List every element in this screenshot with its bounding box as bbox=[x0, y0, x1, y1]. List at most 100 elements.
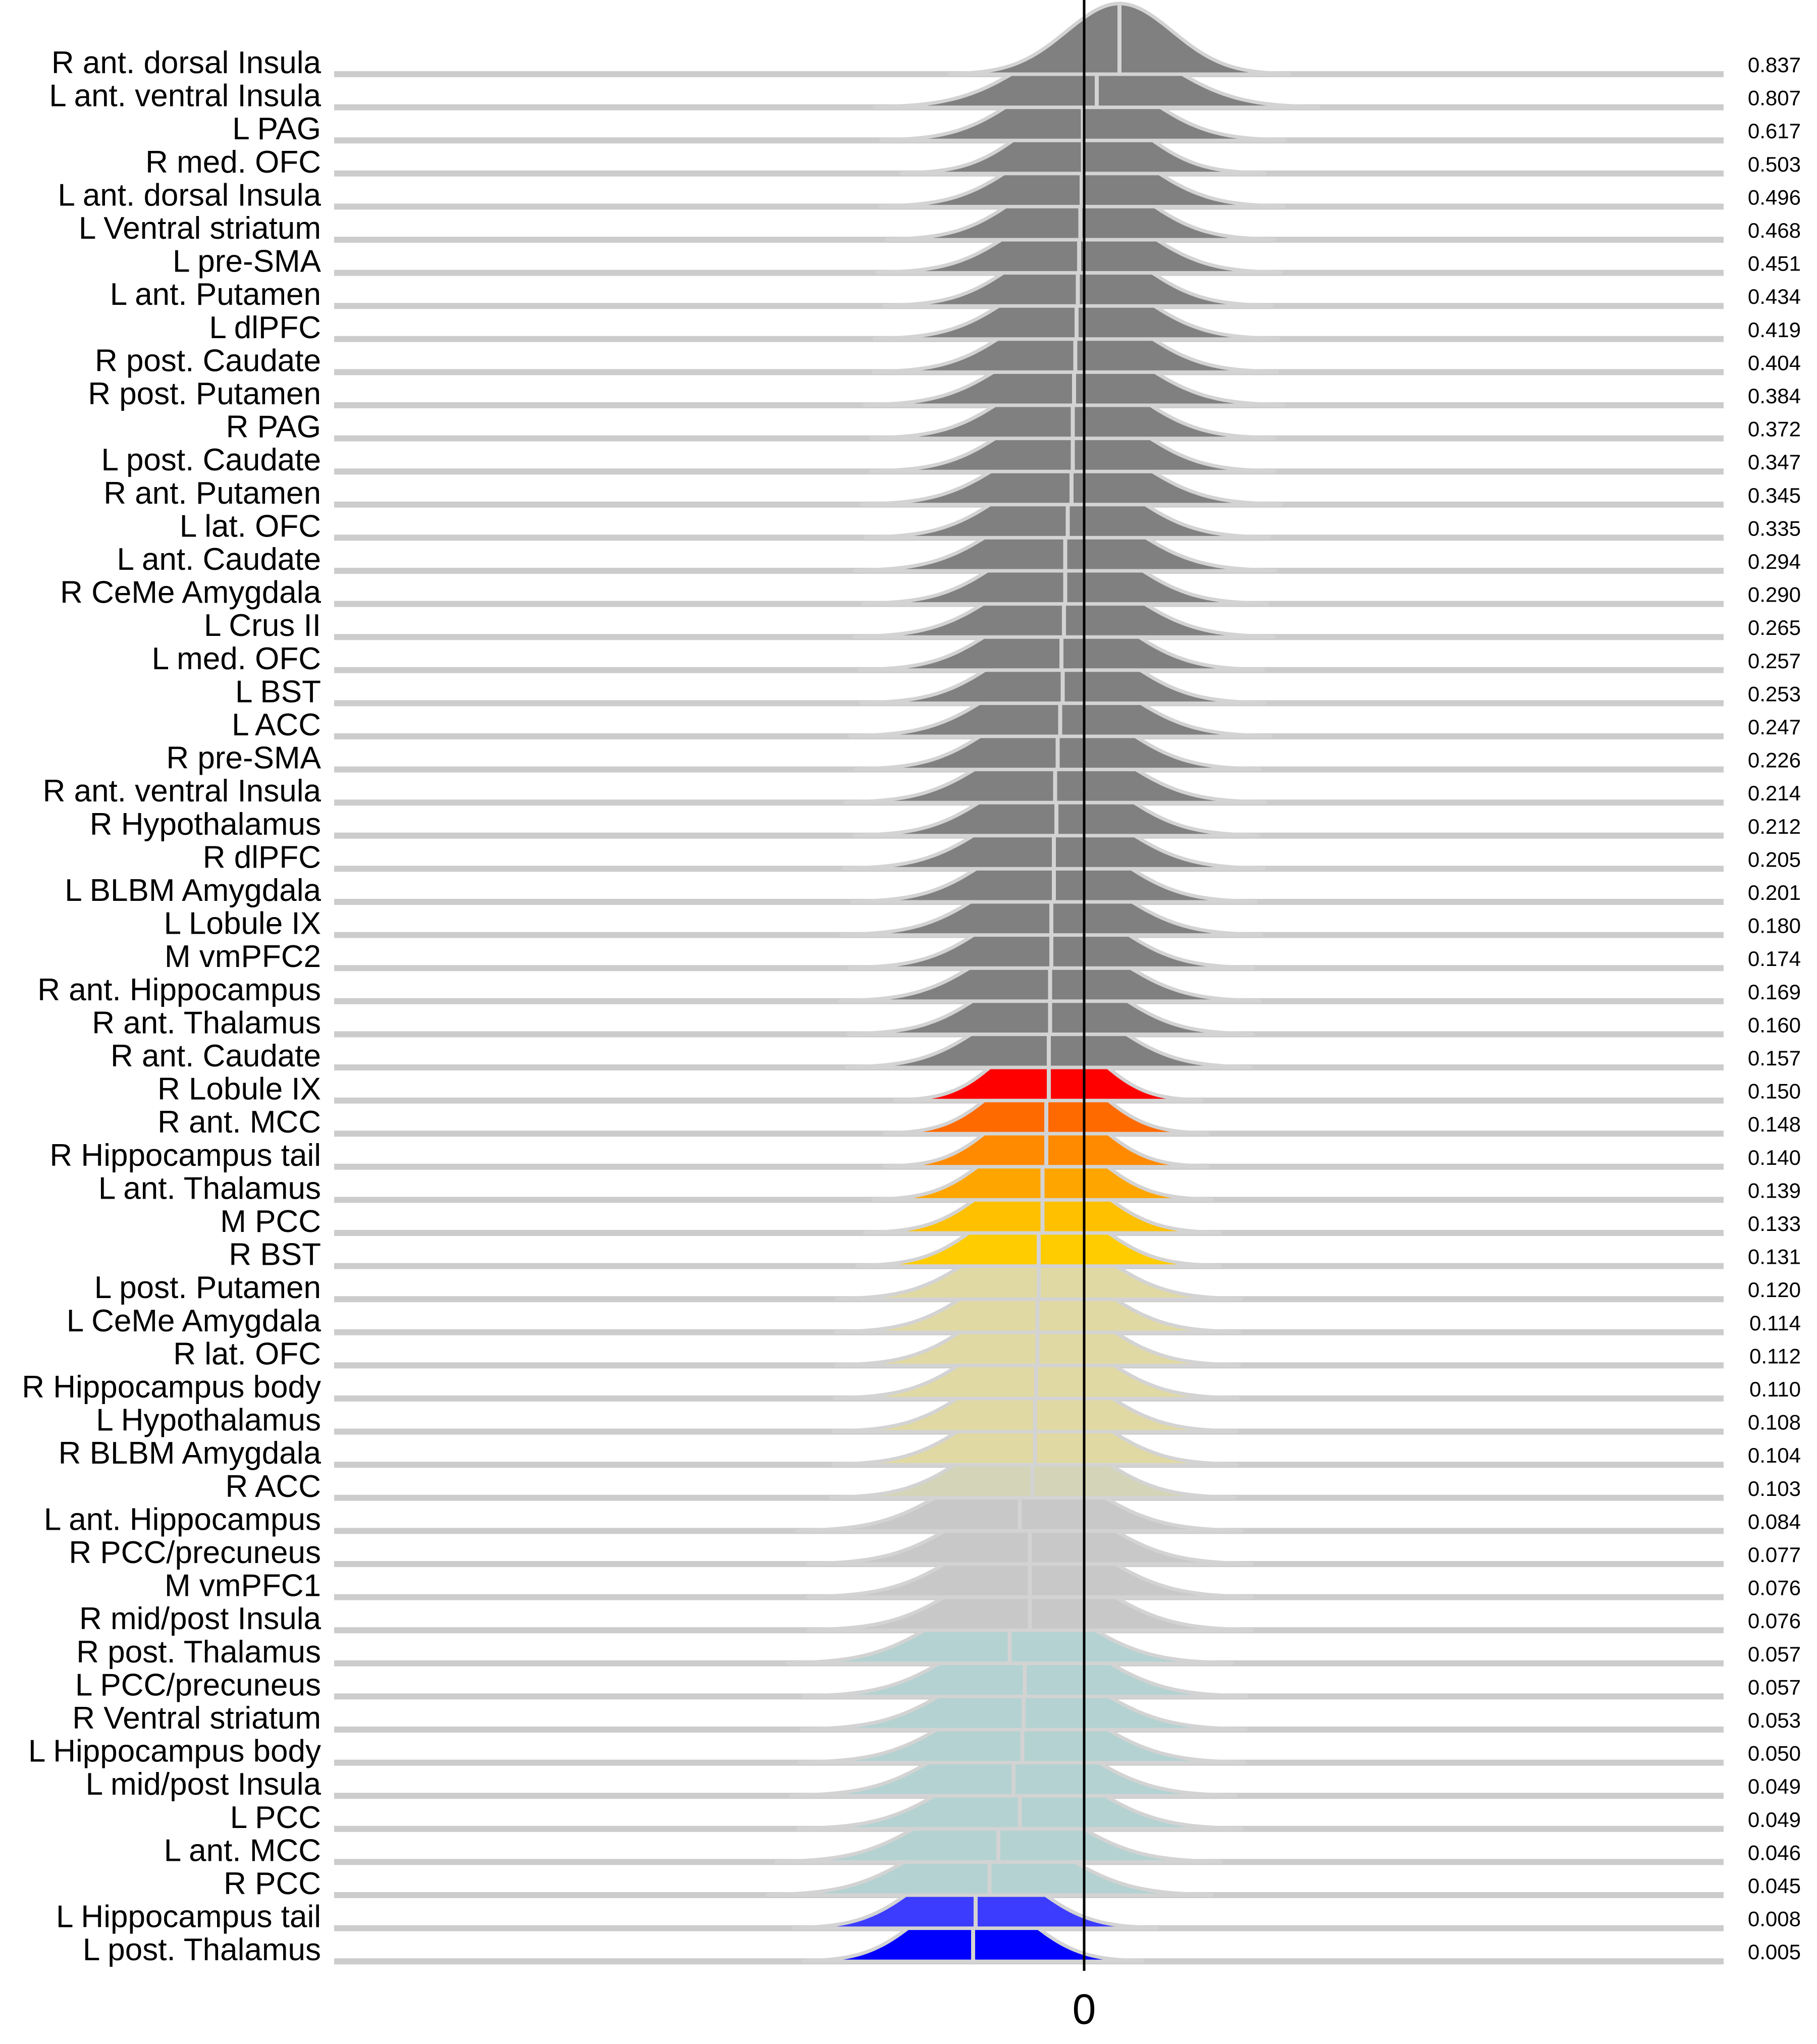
region-label: L ACC bbox=[232, 708, 321, 742]
region-label: R Hippocampus body bbox=[22, 1370, 321, 1405]
value-label: 0.434 bbox=[1748, 285, 1801, 308]
value-label: 0.174 bbox=[1748, 947, 1801, 971]
value-label: 0.257 bbox=[1748, 649, 1801, 673]
region-label: R ant. Putamen bbox=[103, 476, 321, 511]
value-label: 0.404 bbox=[1748, 351, 1801, 374]
value-label: 0.139 bbox=[1748, 1178, 1801, 1202]
region-label: R mid/post Insula bbox=[79, 1601, 322, 1636]
value-label: 0.053 bbox=[1748, 1708, 1801, 1732]
region-label: R ant. MCC bbox=[157, 1105, 321, 1140]
value-label: 0.617 bbox=[1748, 119, 1801, 143]
value-label: 0.108 bbox=[1748, 1411, 1801, 1434]
value-label: 0.345 bbox=[1748, 483, 1801, 507]
value-label: 0.468 bbox=[1748, 219, 1801, 242]
value-label: 0.157 bbox=[1748, 1046, 1801, 1070]
region-label: R ant. Thalamus bbox=[92, 1005, 321, 1040]
value-label: 0.112 bbox=[1749, 1344, 1801, 1368]
region-label: L BST bbox=[235, 674, 321, 709]
region-label: R dlPFC bbox=[203, 840, 321, 875]
region-label: R CeMe Amygdala bbox=[60, 575, 321, 610]
region-label: L dlPFC bbox=[209, 310, 321, 345]
value-label: 0.120 bbox=[1748, 1278, 1801, 1302]
region-label: R post. Caudate bbox=[95, 343, 321, 378]
region-label: L PAG bbox=[232, 112, 321, 146]
region-label: L mid/post Insula bbox=[86, 1767, 322, 1802]
region-label: L ant. dorsal Insula bbox=[58, 178, 321, 212]
value-label: 0.140 bbox=[1748, 1146, 1801, 1169]
region-label: L post. Caudate bbox=[101, 443, 321, 477]
value-label: 0.290 bbox=[1748, 583, 1801, 607]
value-label: 0.077 bbox=[1748, 1543, 1801, 1567]
region-label: L PCC bbox=[230, 1800, 321, 1835]
value-label: 0.226 bbox=[1748, 748, 1801, 772]
value-label: 0.347 bbox=[1748, 450, 1801, 474]
value-label: 0.046 bbox=[1748, 1841, 1801, 1864]
region-label: R lat. OFC bbox=[173, 1336, 321, 1371]
value-label: 0.131 bbox=[1748, 1245, 1801, 1269]
value-label: 0.133 bbox=[1748, 1212, 1801, 1235]
region-label: L post. Putamen bbox=[94, 1270, 321, 1305]
value-label: 0.212 bbox=[1748, 815, 1801, 838]
value-label-group: 0.837 0.807 0.617 0.503 0.496 0.468 0.451 0.434… bbox=[1748, 53, 1801, 1964]
region-label: L med. OFC bbox=[152, 641, 321, 676]
region-label: L Hippocampus tail bbox=[56, 1900, 321, 1934]
value-label: 0.503 bbox=[1748, 152, 1801, 176]
value-label: 0.049 bbox=[1748, 1808, 1801, 1832]
value-label: 0.294 bbox=[1748, 550, 1801, 573]
value-label: 0.148 bbox=[1748, 1112, 1801, 1136]
region-label: R PAG bbox=[226, 410, 321, 445]
region-label: L Hippocampus body bbox=[28, 1734, 321, 1769]
region-label: R BLBM Amygdala bbox=[59, 1436, 322, 1471]
region-label: L post. Thalamus bbox=[83, 1932, 321, 1967]
value-label: 0.008 bbox=[1748, 1907, 1801, 1931]
value-label: 0.384 bbox=[1748, 384, 1801, 408]
region-label: R Ventral striatum bbox=[72, 1701, 321, 1736]
region-label: R ACC bbox=[226, 1469, 321, 1504]
region-label: L Ventral striatum bbox=[79, 211, 321, 246]
region-label: M PCC bbox=[220, 1204, 321, 1239]
region-label: R ant. Hippocampus bbox=[37, 973, 321, 1007]
value-label: 0.253 bbox=[1748, 682, 1801, 706]
value-label: 0.496 bbox=[1748, 185, 1801, 209]
region-label: R PCC/precuneus bbox=[69, 1535, 321, 1570]
region-label: L ant. MCC bbox=[164, 1833, 321, 1868]
value-label: 0.372 bbox=[1748, 417, 1801, 441]
value-label: 0.076 bbox=[1748, 1576, 1801, 1600]
value-label: 0.057 bbox=[1748, 1675, 1801, 1699]
value-label: 0.104 bbox=[1748, 1443, 1801, 1467]
value-label: 0.103 bbox=[1748, 1477, 1801, 1500]
value-label: 0.265 bbox=[1748, 616, 1801, 639]
region-label: M vmPFC2 bbox=[165, 939, 321, 974]
value-label: 0.205 bbox=[1748, 847, 1801, 871]
region-label: L ant. ventral Insula bbox=[49, 79, 321, 114]
region-label: R ant. ventral Insula bbox=[43, 774, 322, 809]
region-label: L Lobule IX bbox=[164, 906, 321, 941]
value-label: 0.247 bbox=[1748, 715, 1801, 739]
value-label: 0.150 bbox=[1748, 1080, 1801, 1103]
region-label: R Lobule IX bbox=[157, 1072, 321, 1107]
region-label: R ant. dorsal Insula bbox=[51, 45, 322, 80]
value-label: 0.419 bbox=[1748, 318, 1801, 342]
value-label: 0.837 bbox=[1748, 53, 1801, 77]
region-label: R med. OFC bbox=[145, 145, 321, 180]
value-label: 0.807 bbox=[1748, 86, 1801, 110]
region-label: L pre-SMA bbox=[173, 244, 322, 279]
density-ridge-group bbox=[766, 2, 1321, 1963]
region-label: R Hippocampus tail bbox=[49, 1138, 321, 1173]
value-label: 0.045 bbox=[1748, 1874, 1801, 1898]
value-label: 0.005 bbox=[1748, 1940, 1801, 1964]
region-label: R post. Thalamus bbox=[76, 1635, 321, 1670]
value-label: 0.049 bbox=[1748, 1774, 1801, 1798]
region-label: L CeMe Amygdala bbox=[67, 1304, 322, 1338]
region-label: L lat. OFC bbox=[180, 509, 321, 544]
value-label: 0.057 bbox=[1748, 1642, 1801, 1666]
value-label: 0.451 bbox=[1748, 252, 1801, 276]
region-label: L Crus II bbox=[204, 608, 321, 643]
value-label: 0.169 bbox=[1748, 980, 1801, 1004]
region-label: L BLBM Amygdala bbox=[65, 873, 321, 908]
region-label: L ant. Thalamus bbox=[98, 1171, 321, 1206]
region-label: M vmPFC1 bbox=[165, 1569, 321, 1603]
value-label: 0.114 bbox=[1749, 1311, 1801, 1335]
value-label: 0.214 bbox=[1748, 781, 1801, 805]
